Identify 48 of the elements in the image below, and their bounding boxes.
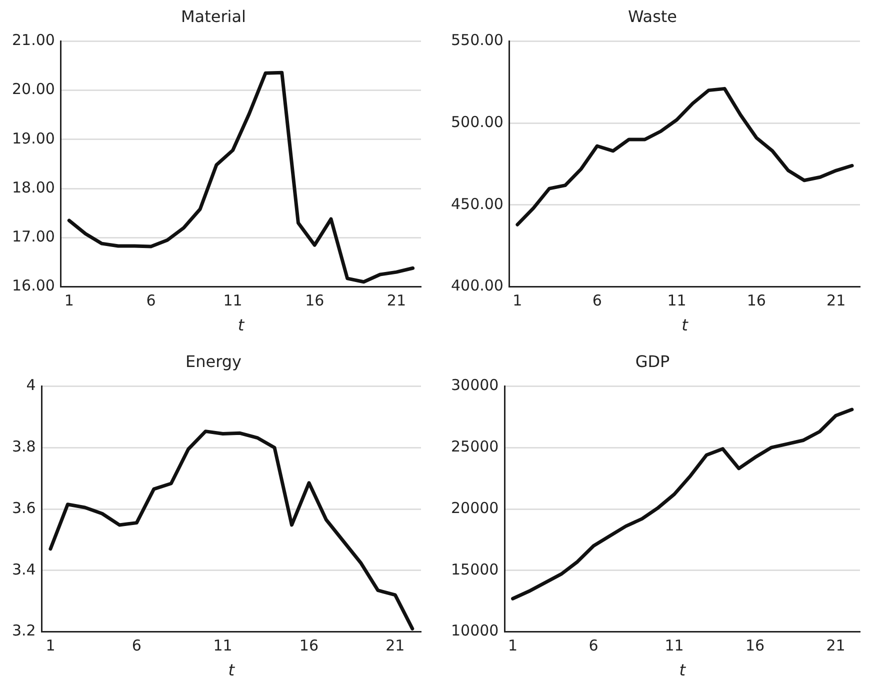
y-tick-label: 400.00 [450, 276, 504, 295]
y-tick-label: 17.00 [12, 228, 55, 246]
y-tick-label: 10000 [451, 622, 499, 640]
y-tick-label: 30000 [451, 376, 499, 394]
chart-title: Material [181, 6, 246, 26]
x-tick-label: 11 [664, 636, 684, 655]
y-tick-label: 20.00 [12, 80, 55, 98]
x-tick-label: 6 [146, 292, 156, 310]
x-tick-label: 1 [508, 636, 518, 655]
y-tick-label: 18.00 [12, 178, 55, 196]
chart-title: GDP [635, 352, 670, 371]
y-tick-label: 15000 [451, 560, 499, 578]
x-tick-label: 6 [588, 636, 598, 655]
y-tick-label: 16.00 [12, 276, 55, 295]
x-tick-label: 16 [746, 292, 766, 310]
y-tick-label: 500.00 [450, 112, 504, 131]
x-axis-title: t [228, 660, 236, 680]
y-tick-label: 3.8 [12, 437, 36, 456]
x-axis-title: t [679, 660, 686, 680]
y-tick-label: 550.00 [450, 31, 504, 50]
x-tick-label: 16 [305, 292, 324, 310]
x-tick-label: 6 [132, 636, 142, 655]
y-tick-label: 4 [26, 376, 36, 394]
x-tick-label: 21 [826, 292, 846, 310]
y-tick-label: 3.4 [12, 560, 36, 578]
x-tick-label: 1 [46, 636, 56, 655]
x-tick-label: 21 [386, 292, 406, 310]
y-tick-label: 25000 [451, 437, 499, 456]
x-tick-label: 1 [64, 292, 74, 310]
y-tick-label: 20000 [451, 498, 499, 517]
x-axis-title: t [238, 316, 245, 335]
y-tick-label: 21.00 [12, 31, 55, 50]
chart-title: Energy [185, 352, 242, 371]
y-tick-label: 3.6 [12, 498, 36, 517]
x-tick-label: 21 [386, 636, 405, 655]
x-tick-label: 16 [299, 636, 319, 655]
y-tick-label: 3.2 [12, 622, 36, 640]
x-tick-label: 11 [223, 292, 242, 310]
chart-title: Waste [628, 6, 678, 26]
x-tick-label: 16 [745, 636, 765, 655]
x-tick-label: 11 [667, 292, 686, 310]
x-tick-label: 11 [213, 636, 232, 655]
x-tick-label: 6 [592, 292, 602, 310]
x-axis-title: t [682, 316, 689, 335]
x-tick-label: 21 [826, 636, 846, 655]
x-tick-label: 1 [512, 292, 522, 310]
y-tick-label: 19.00 [12, 129, 55, 148]
y-tick-label: 450.00 [450, 194, 504, 213]
